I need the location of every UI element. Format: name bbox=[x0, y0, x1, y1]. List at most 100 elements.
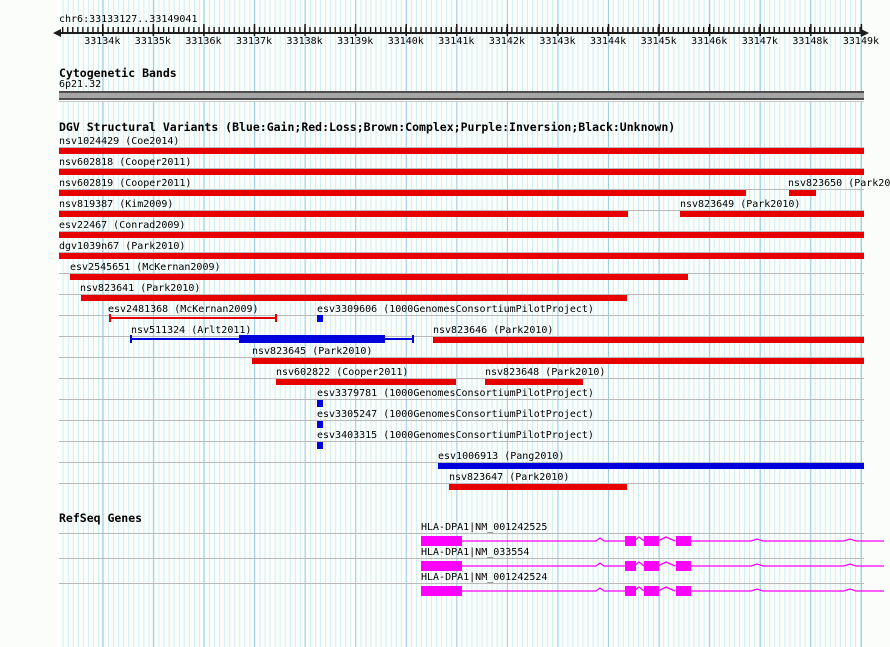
variant-bar-loss[interactable] bbox=[449, 484, 627, 490]
variant-bar-loss[interactable] bbox=[59, 253, 864, 259]
variant-box-gain[interactable] bbox=[317, 421, 323, 428]
variant-box-gain[interactable] bbox=[317, 400, 323, 407]
exon-rect bbox=[676, 536, 691, 546]
variant-bar-loss[interactable] bbox=[252, 358, 864, 364]
variant-label[interactable]: dgv1039n67 (Park2010) bbox=[59, 241, 186, 252]
variant-label[interactable]: esv3379781 (1000GenomesConsortiumPilotPr… bbox=[317, 388, 594, 399]
variant-label[interactable]: esv3309606 (1000GenomesConsortiumPilotPr… bbox=[317, 304, 594, 315]
variant-label[interactable]: nsv823645 (Park2010) bbox=[252, 346, 373, 357]
row-separator bbox=[59, 147, 864, 148]
variant-label[interactable]: esv3305247 (1000GenomesConsortiumPilotPr… bbox=[317, 409, 594, 420]
variant-range-loss[interactable] bbox=[109, 314, 277, 322]
row-separator bbox=[59, 315, 864, 316]
variant-label[interactable]: nsv511324 (Arlt2011) bbox=[131, 325, 252, 336]
exon-rect bbox=[421, 536, 462, 546]
tick-label: 33135k bbox=[134, 36, 171, 47]
row-separator bbox=[59, 399, 864, 400]
ruler-tick-labels: 33134k 33135k 33136k 33137k 33138k 33139… bbox=[77, 36, 887, 47]
row-separator bbox=[59, 294, 864, 295]
row-separator bbox=[59, 483, 864, 484]
variant-label[interactable]: nsv819387 (Kim2009) bbox=[59, 199, 174, 210]
gene-model[interactable] bbox=[421, 585, 886, 597]
variant-bar-loss[interactable] bbox=[59, 148, 864, 154]
row-separator bbox=[59, 462, 864, 463]
tick-label: 33148k bbox=[792, 36, 829, 47]
tick-label: 33143k bbox=[539, 36, 576, 47]
tick-label: 33142k bbox=[488, 36, 525, 47]
gene-label[interactable]: HLA-DPA1|NM_001242524 bbox=[421, 572, 548, 583]
variant-label[interactable]: nsv823646 (Park2010) bbox=[433, 325, 554, 336]
variant-label[interactable]: nsv823648 (Park2010) bbox=[485, 367, 606, 378]
variant-label[interactable]: esv2481368 (McKernan2009) bbox=[108, 304, 259, 315]
exon-rect bbox=[421, 561, 462, 571]
tick-label: 33146k bbox=[691, 36, 728, 47]
row-separator bbox=[59, 168, 864, 169]
row-separator bbox=[59, 378, 864, 379]
tick-label: 33137k bbox=[235, 36, 273, 47]
cytoband-bar bbox=[59, 91, 864, 102]
variant-range-gain[interactable] bbox=[130, 335, 414, 343]
row-separator bbox=[59, 252, 864, 253]
variant-bar-loss[interactable] bbox=[59, 169, 864, 175]
row-separator bbox=[59, 558, 864, 559]
exon-rect bbox=[676, 586, 691, 596]
tick-label: 33144k bbox=[590, 36, 627, 47]
exon-rect bbox=[644, 586, 659, 596]
variant-label[interactable]: nsv823650 (Park2010) bbox=[788, 178, 890, 189]
row-separator bbox=[59, 420, 864, 421]
row-separator bbox=[59, 336, 864, 337]
dgv-track-title: DGV Structural Variants (Blue:Gain;Red:L… bbox=[59, 120, 676, 134]
cytogenetic-bands-title: Cytogenetic Bands bbox=[59, 66, 177, 80]
variant-label[interactable]: nsv602818 (Cooper2011) bbox=[59, 157, 192, 168]
row-separator bbox=[59, 357, 864, 358]
row-separator bbox=[59, 189, 864, 190]
variant-label[interactable]: esv3403315 (1000GenomesConsortiumPilotPr… bbox=[317, 430, 594, 441]
tick-label: 33136k bbox=[185, 36, 222, 47]
variant-core-gain[interactable] bbox=[239, 335, 385, 343]
variant-box-gain[interactable] bbox=[317, 315, 323, 322]
gene-model[interactable] bbox=[421, 535, 886, 547]
row-separator bbox=[59, 583, 864, 584]
variant-bar-loss[interactable] bbox=[59, 211, 628, 217]
variant-label[interactable]: nsv1024429 (Coe2014) bbox=[59, 136, 180, 147]
variant-bar-loss[interactable] bbox=[81, 295, 627, 301]
intron-line bbox=[462, 536, 884, 542]
variant-label[interactable]: esv1006913 (Pang2010) bbox=[438, 451, 565, 462]
exon-rect bbox=[625, 561, 636, 571]
cytoband-label: 6p21.32 bbox=[59, 79, 102, 90]
gene-label[interactable]: HLA-DPA1|NM_033554 bbox=[421, 547, 530, 558]
gene-model[interactable] bbox=[421, 560, 886, 572]
tick-label: 33140k bbox=[387, 36, 424, 47]
exon-rect bbox=[625, 536, 636, 546]
variant-box-gain[interactable] bbox=[317, 442, 323, 449]
variant-bar-gain[interactable] bbox=[438, 463, 864, 469]
exon-rect bbox=[644, 536, 659, 546]
intron-line bbox=[462, 586, 884, 592]
variant-label[interactable]: nsv602819 (Cooper2011) bbox=[59, 178, 192, 189]
variant-bar-loss[interactable] bbox=[789, 190, 816, 196]
variant-label[interactable]: esv2545651 (McKernan2009) bbox=[70, 262, 221, 273]
variant-bar-loss[interactable] bbox=[70, 274, 688, 280]
variant-label[interactable]: nsv823641 (Park2010) bbox=[80, 283, 201, 294]
variant-label[interactable]: esv22467 (Conrad2009) bbox=[59, 220, 186, 231]
gene-label[interactable]: HLA-DPA1|NM_001242525 bbox=[421, 522, 548, 533]
tick-label: 33141k bbox=[438, 36, 475, 47]
row-separator bbox=[59, 210, 864, 211]
row-separator bbox=[59, 273, 864, 274]
variant-bar-loss[interactable] bbox=[59, 232, 864, 238]
row-separator bbox=[59, 533, 864, 534]
ruler-right-arrow-icon bbox=[861, 29, 869, 37]
variant-label[interactable]: nsv823647 (Park2010) bbox=[449, 472, 570, 483]
variant-bar-loss[interactable] bbox=[485, 379, 583, 385]
tick-label: 33138k bbox=[286, 36, 323, 47]
variant-bar-loss[interactable] bbox=[433, 337, 864, 343]
variant-bar-loss[interactable] bbox=[276, 379, 456, 385]
ruler-major-ticks bbox=[102, 24, 863, 36]
variant-label[interactable]: nsv823649 (Park2010) bbox=[680, 199, 801, 210]
tick-label: 33139k bbox=[337, 36, 374, 47]
variant-bar-loss[interactable] bbox=[680, 211, 864, 217]
tick-label: 33147k bbox=[741, 36, 778, 47]
variant-bar-loss[interactable] bbox=[59, 190, 746, 196]
variant-label[interactable]: nsv602822 (Cooper2011) bbox=[276, 367, 409, 378]
